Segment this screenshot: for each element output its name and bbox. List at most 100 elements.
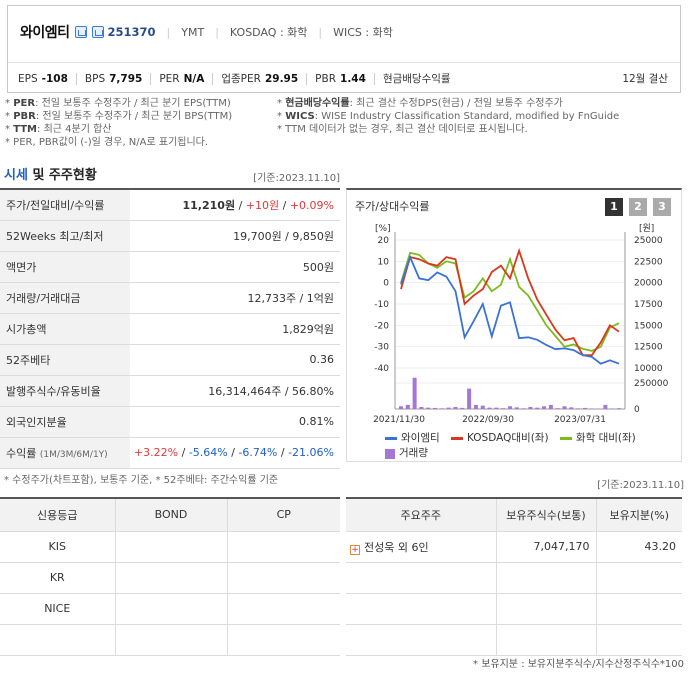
left-tick-label: -30 — [374, 343, 389, 353]
company-header: 와이엠티 251370 | YMT | KOSDAQ : 화학 | WICS :… — [7, 5, 681, 93]
chart-title: 주가/상대수익률 — [355, 200, 430, 213]
right-tick-label: 12500 — [634, 343, 663, 353]
table-row: KR — [0, 562, 340, 594]
x-tick-label: 2023/07/31 — [554, 415, 606, 425]
shareholder-date: [기준:2023.11.10] — [597, 480, 684, 491]
volume-bar — [412, 377, 417, 409]
volume-bar — [603, 404, 608, 409]
left-tick-label: -20 — [374, 321, 389, 331]
shareholder-table: 주요주주 보유주식수(보통) 보유지분(%) + 전성욱 외 6인 7,047,1… — [346, 497, 682, 656]
volume-bar — [399, 406, 403, 409]
left-tick-label: -40 — [374, 364, 389, 374]
volume-bar — [589, 408, 594, 409]
shareholder-name[interactable]: 전성욱 외 6인 — [364, 540, 429, 554]
metric-dividend-yield: 현금배당수익률 — [382, 73, 451, 85]
x-tick-label: 2021/11/30 — [373, 415, 425, 425]
chart-panel: 주가/상대수익률 1 2 3 20 10 0 -10 -20 -30 -40 [%] [원] 25… — [346, 188, 682, 462]
chart-tab-2[interactable]: 2 — [629, 198, 647, 216]
table-row: 발행주식수/유동비율 16,314,464주 / 56.80% — [0, 375, 340, 407]
divider — [75, 72, 77, 85]
volume-bar — [494, 407, 499, 409]
chart-legend: 와이엠티 KOSDAQ대비(좌) 화학 대비(좌) 거래량 — [385, 430, 644, 464]
table-row — [0, 624, 340, 656]
left-tick-label: 0 — [383, 279, 389, 289]
volume-bar — [426, 407, 431, 409]
table-row: 액면가 500원 — [0, 251, 340, 283]
table-row: 주가/전일대비/수익률 11,210원 / +10원 / +0.09% — [0, 189, 340, 221]
volume-bar — [480, 405, 485, 409]
price-table: 주가/전일대비/수익률 11,210원 / +10원 / +0.09% 52We… — [0, 188, 340, 469]
volume-bar — [582, 407, 587, 409]
legend-item-volume: 거래량 — [385, 446, 428, 461]
legend-item-ymt: 와이엠티 — [385, 431, 440, 446]
series-line-3 — [400, 251, 620, 352]
company-name: 와이엠티 — [20, 25, 70, 41]
chart-tabs: 1 2 3 — [605, 198, 671, 216]
table-row: 52Weeks 최고/최저 19,700원 / 9,850원 — [0, 220, 340, 252]
left-tick-label: -10 — [374, 300, 389, 310]
metric-per: PER N/A — [159, 72, 205, 85]
volume-bar — [433, 407, 438, 409]
divider: | — [318, 25, 323, 39]
volume-bar — [460, 407, 465, 409]
volume-bar — [569, 407, 574, 409]
company-code: 251370 — [107, 25, 156, 39]
volume-bar — [548, 404, 553, 409]
price-chart: 20 10 0 -10 -20 -30 -40 [%] [원] 25000 22500 20000 17… — [373, 223, 669, 425]
metric-pbr: PBR 1.44 — [315, 72, 366, 85]
volume-bar — [617, 408, 621, 409]
volume-tick-label: 0 — [634, 405, 640, 415]
metric-bps: BPS 7,795 — [84, 72, 143, 85]
volume-bar — [419, 406, 424, 409]
table-row: 시가총액 1,829억원 — [0, 313, 340, 345]
legend-item-kosdaq: KOSDAQ대비(좌) — [450, 431, 549, 446]
chart-tab-1[interactable]: 1 — [605, 198, 623, 216]
right-tick-label: 25000 — [634, 236, 663, 246]
table-row — [346, 624, 682, 656]
volume-bar — [576, 408, 581, 409]
home-icon[interactable] — [74, 26, 87, 38]
volume-bar — [487, 407, 492, 409]
building-icon[interactable] — [91, 26, 104, 38]
left-tick-label: 20 — [378, 236, 390, 246]
expand-plus-icon[interactable]: + — [350, 544, 360, 555]
volume-bar — [535, 407, 540, 409]
volume-bar — [405, 404, 410, 409]
chart-tab-3[interactable]: 3 — [653, 198, 671, 216]
ticker-label: YMT — [181, 25, 205, 39]
fiscal-settle: 12월 결산 — [622, 73, 668, 85]
left-tick-label: 10 — [378, 257, 390, 267]
section-date: [기준:2023.11.10] — [253, 173, 340, 184]
table-row: 수익률 (1M/3M/6M/1Y) +3.22% / -5.64% / -6.7… — [0, 437, 340, 469]
right-tick-label: 20000 — [634, 279, 663, 289]
divider: | — [215, 25, 219, 39]
divider — [212, 72, 214, 85]
divider: | — [166, 25, 171, 39]
right-tick-label: 10000 — [634, 364, 663, 374]
volume-bar — [610, 408, 615, 409]
table-row — [346, 593, 682, 625]
right-tick-label: 22500 — [634, 257, 663, 267]
volume-tick-label: 250000 — [634, 379, 669, 389]
section-title: 시세 및 주주현황 — [4, 168, 97, 183]
divider — [373, 72, 375, 85]
wics-label: WICS : 화학 — [333, 26, 393, 39]
volume-bar — [439, 408, 444, 409]
right-tick-label: 15000 — [634, 321, 663, 331]
divider — [150, 72, 152, 85]
price-table-note: * 수정주가(차트포함), 보통주 기준, * 52주베타: 주간수익률 기준 — [4, 475, 279, 486]
metric-eps: EPS -108 — [18, 72, 68, 85]
metric-industry-per: 업종PER 29.95 — [221, 72, 299, 86]
table-row: + 전성욱 외 6인 7,047,170 43.20 — [346, 531, 682, 563]
legend-item-chem: 화학 대비(좌) — [559, 431, 636, 446]
volume-bar — [555, 408, 560, 409]
metrics-row: EPS -108 BPS 7,795 PER N/A 업종PER 29.95 PBR 1.… — [8, 62, 680, 94]
left-axis-unit: [%] — [375, 224, 391, 234]
volume-bar — [508, 406, 512, 409]
divider — [306, 72, 308, 85]
volume-bar — [562, 406, 567, 409]
right-axis-unit: [원] — [639, 223, 654, 234]
definitions-notes: * PER: 전일 보통주 수정주가 / 최근 분기 EPS(TTM) * 현금… — [5, 98, 620, 148]
x-tick-label: 2022/09/30 — [462, 415, 514, 425]
volume-bar — [453, 406, 458, 409]
